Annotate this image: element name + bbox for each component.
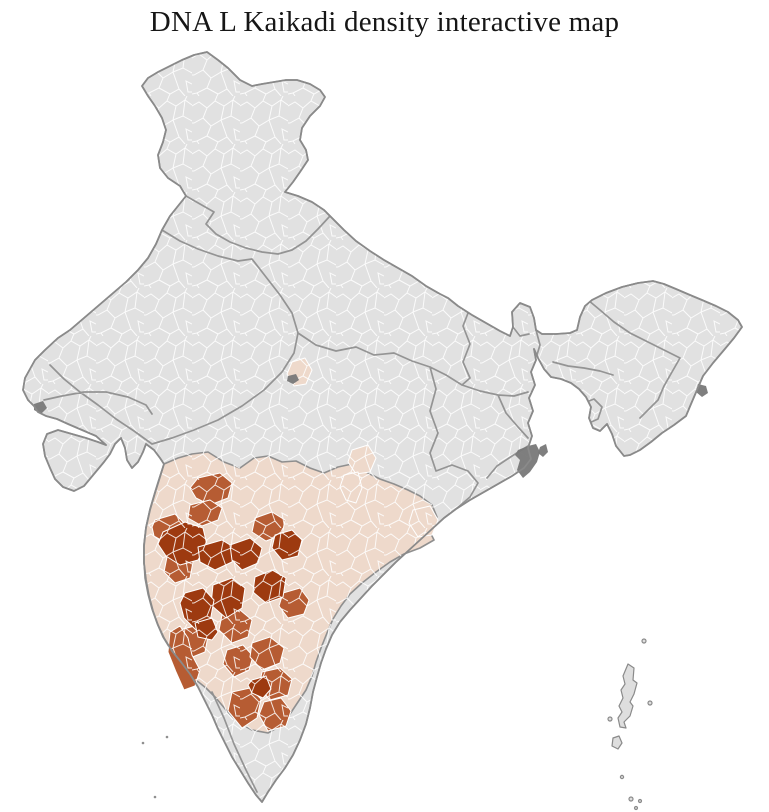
andaman-island[interactable] <box>617 663 638 729</box>
lakshadweep-islands[interactable] <box>141 735 169 799</box>
island-dot[interactable] <box>141 741 145 745</box>
island-dot[interactable] <box>619 774 625 780</box>
island-dot[interactable] <box>633 805 639 811</box>
page-title: DNA L Kaikadi density interactive map <box>149 6 620 38</box>
island-dot[interactable] <box>641 638 647 644</box>
island-dot[interactable] <box>647 700 653 706</box>
delta-speck <box>538 444 548 457</box>
island-dot[interactable] <box>628 796 634 802</box>
bhopal-lake <box>287 374 299 384</box>
andaman-nicobar-islands[interactable] <box>607 638 653 811</box>
island-dot[interactable] <box>165 735 169 739</box>
island-dot[interactable] <box>607 716 613 722</box>
island-dot[interactable] <box>153 795 157 799</box>
state-borders <box>43 195 681 793</box>
island-dot[interactable] <box>637 798 643 804</box>
district-borders-mesh <box>23 52 742 802</box>
island-blob[interactable] <box>611 735 623 750</box>
